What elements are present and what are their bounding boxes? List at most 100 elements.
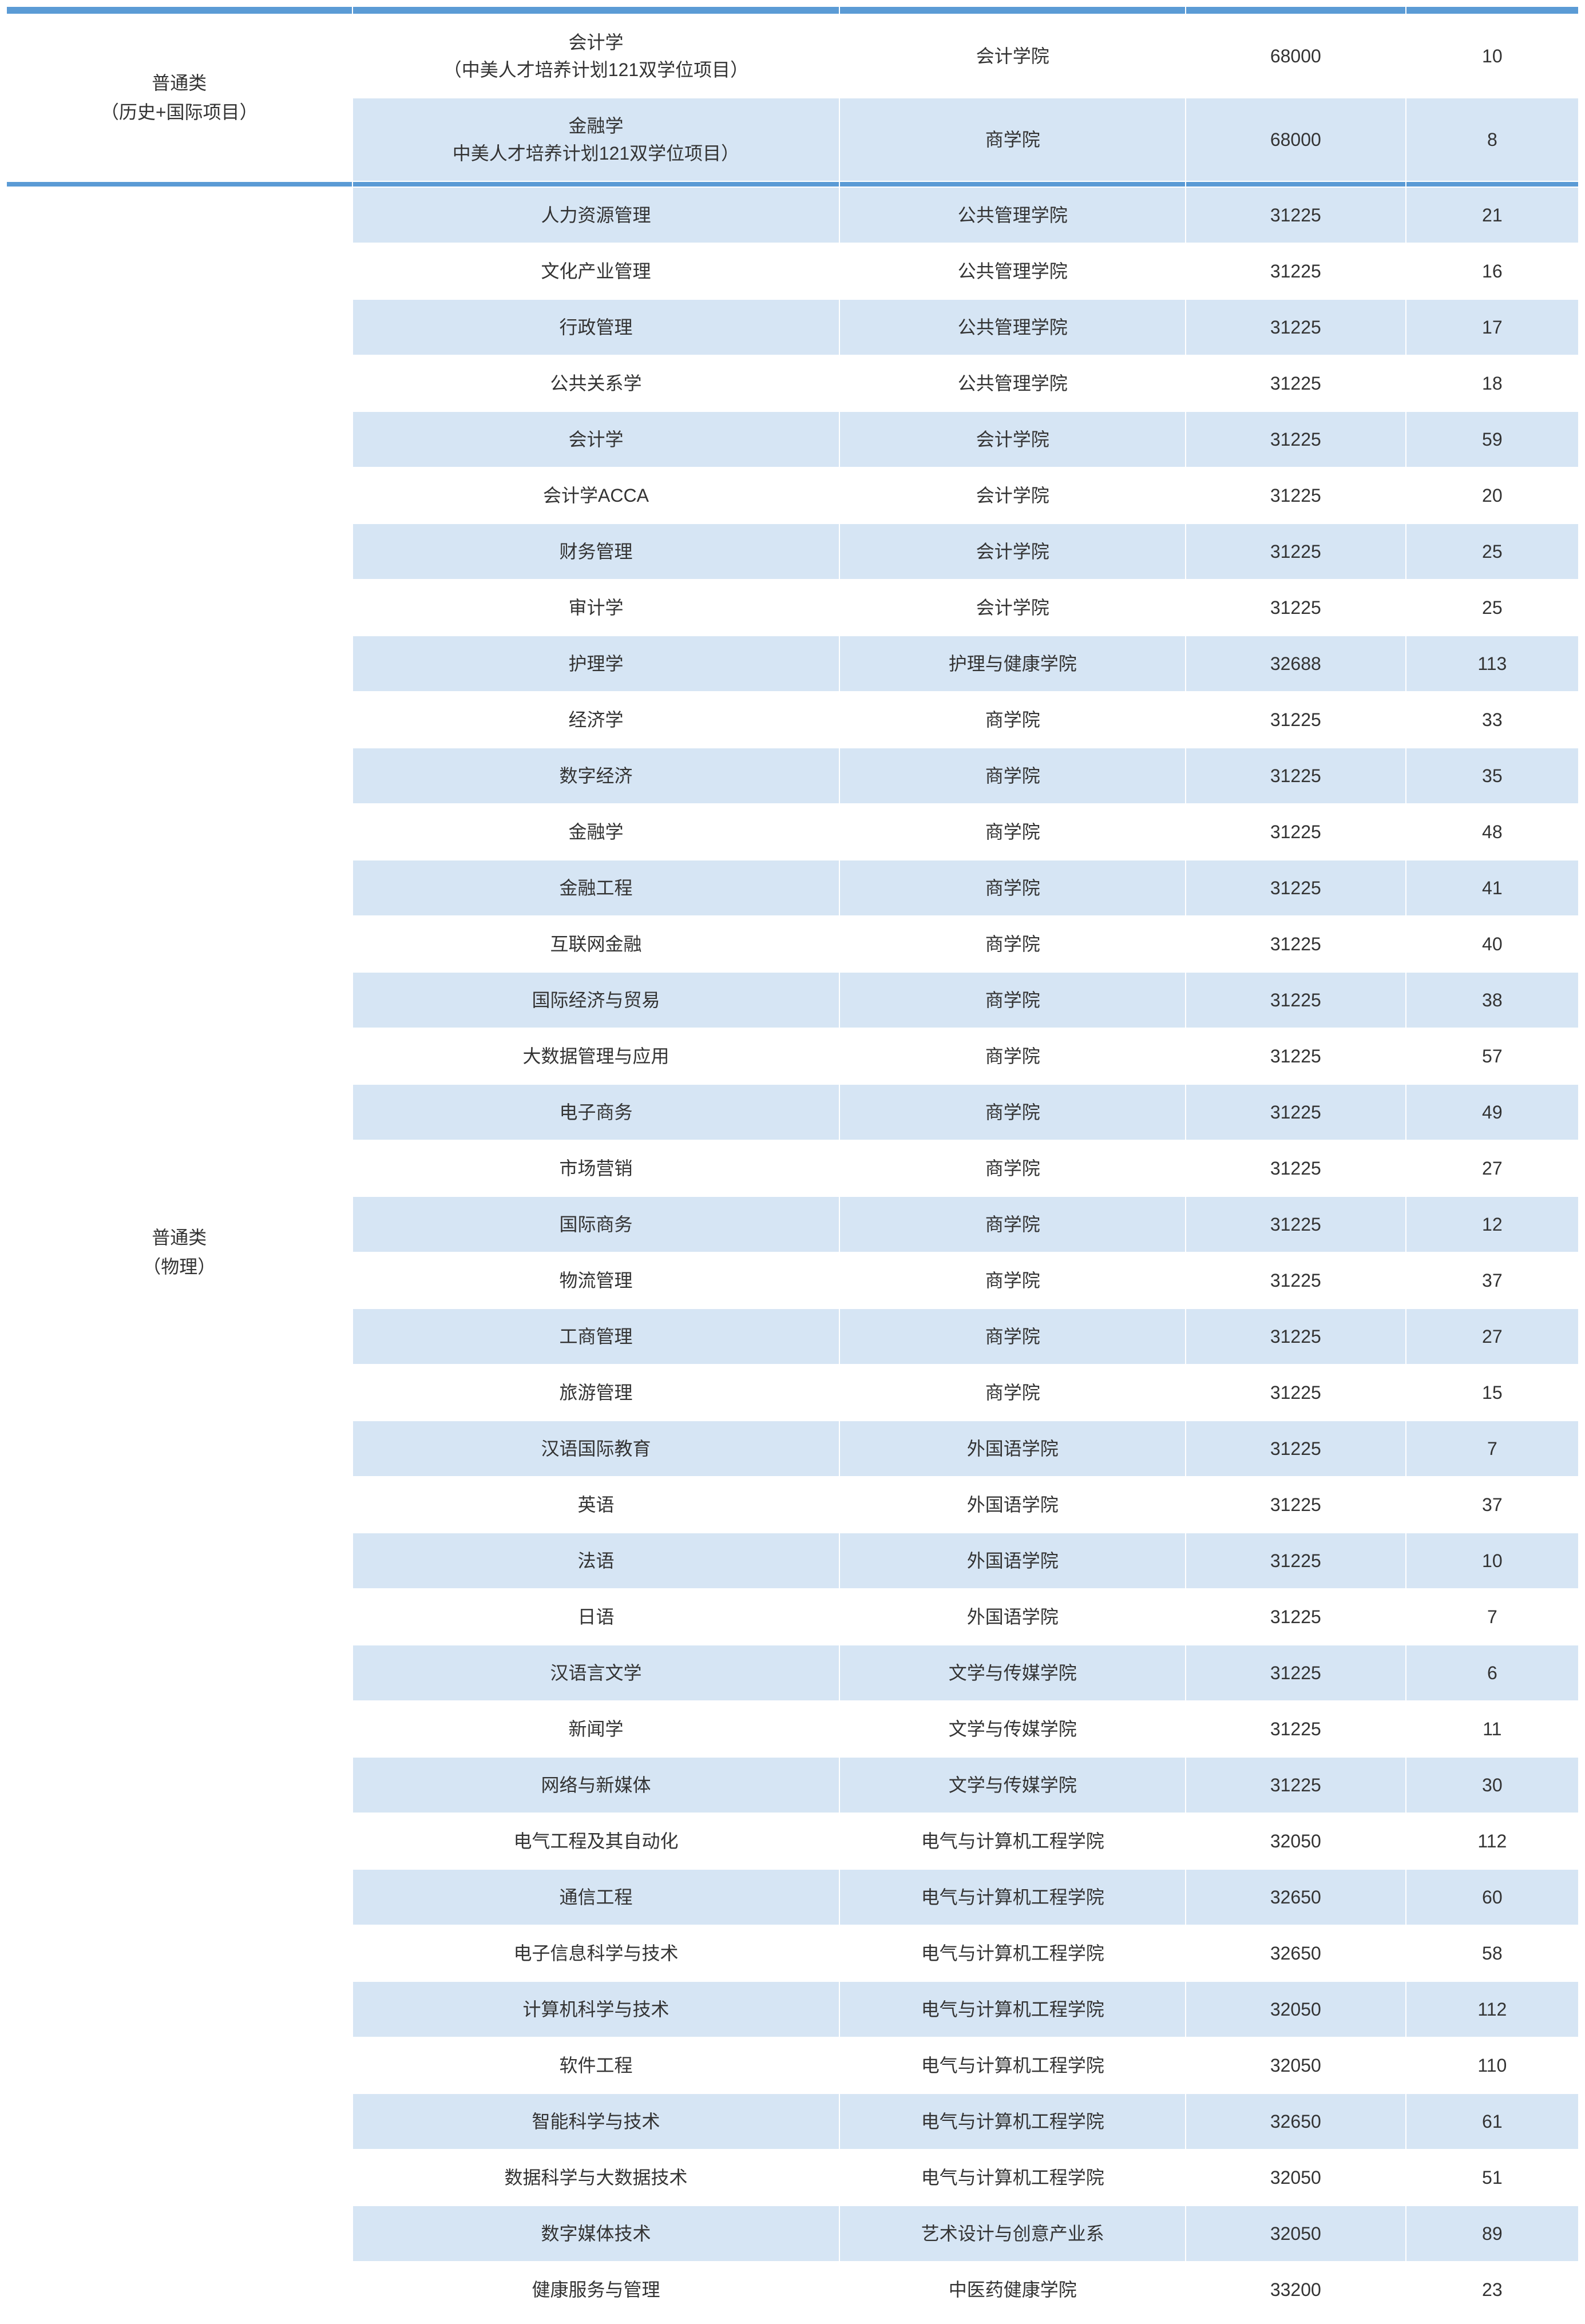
school-cell: 商学院	[839, 860, 1186, 916]
major-cell: 国际经济与贸易	[352, 972, 840, 1028]
sub-header-band-row	[6, 181, 1579, 187]
quota-cell: 17	[1406, 299, 1579, 355]
fee-cell: 31225	[1186, 748, 1406, 804]
major-cell: 电气工程及其自动化	[352, 1813, 840, 1869]
major-cell: 金融学	[352, 804, 840, 860]
major-cell: 法语	[352, 1533, 840, 1589]
fee-cell: 31225	[1186, 860, 1406, 916]
fee-cell: 31225	[1186, 916, 1406, 972]
fee-cell: 31225	[1186, 1028, 1406, 1084]
major-cell: 英语	[352, 1477, 840, 1533]
major-cell: 金融工程	[352, 860, 840, 916]
school-cell: 商学院	[839, 972, 1186, 1028]
major-cell: 日语	[352, 1589, 840, 1645]
major-cell: 物流管理	[352, 1252, 840, 1308]
fee-cell: 31225	[1186, 243, 1406, 299]
header-band-cell	[1406, 6, 1579, 14]
header-band-cell	[839, 6, 1186, 14]
fee-cell: 31225	[1186, 187, 1406, 243]
school-cell: 商学院	[839, 1196, 1186, 1252]
quota-cell: 113	[1406, 636, 1579, 692]
school-cell: 商学院	[839, 748, 1186, 804]
quota-cell: 41	[1406, 860, 1579, 916]
table-row: 普通类 （历史+国际项目） 会计学 （中美人才培养计划121双学位项目） 会计学…	[6, 14, 1579, 98]
fee-cell: 31225	[1186, 1701, 1406, 1757]
school-cell: 文学与传媒学院	[839, 1701, 1186, 1757]
major-cell: 文化产业管理	[352, 243, 840, 299]
major-line2: （中美人才培养计划121双学位项目）	[443, 60, 748, 80]
quota-cell: 7	[1406, 1589, 1579, 1645]
school-cell: 中医药健康学院	[839, 2262, 1186, 2318]
sub-header-band-cell	[6, 181, 352, 187]
quota-cell: 6	[1406, 1645, 1579, 1701]
fee-cell: 31225	[1186, 467, 1406, 524]
header-band-cell	[352, 6, 840, 14]
quota-cell: 48	[1406, 804, 1579, 860]
major-cell: 工商管理	[352, 1308, 840, 1365]
school-cell: 护理与健康学院	[839, 636, 1186, 692]
school-cell: 文学与传媒学院	[839, 1757, 1186, 1813]
quota-cell: 30	[1406, 1757, 1579, 1813]
school-cell: 商学院	[839, 916, 1186, 972]
enrollment-table: 普通类 （历史+国际项目） 会计学 （中美人才培养计划121双学位项目） 会计学…	[6, 6, 1579, 2318]
major-cell: 汉语国际教育	[352, 1421, 840, 1477]
major-cell: 数字经济	[352, 748, 840, 804]
sub-header-band-cell	[1186, 181, 1406, 187]
major-cell: 会计学	[352, 411, 840, 467]
major-cell: 大数据管理与应用	[352, 1028, 840, 1084]
quota-cell: 33	[1406, 692, 1579, 748]
major-cell: 会计学ACCA	[352, 467, 840, 524]
major-cell: 人力资源管理	[352, 187, 840, 243]
school-cell: 会计学院	[839, 14, 1186, 98]
quota-cell: 110	[1406, 2037, 1579, 2093]
major-line1: 会计学	[568, 32, 623, 53]
school-cell: 电气与计算机工程学院	[839, 1981, 1186, 2037]
sub-header-band-cell	[1406, 181, 1579, 187]
school-cell: 会计学院	[839, 411, 1186, 467]
fee-cell: 32050	[1186, 2149, 1406, 2206]
school-cell: 电气与计算机工程学院	[839, 1869, 1186, 1925]
category-line1: 普通类	[152, 1227, 207, 1248]
quota-cell: 18	[1406, 355, 1579, 411]
section2-body: 普通类（物理）人力资源管理公共管理学院3122521文化产业管理公共管理学院31…	[6, 187, 1579, 2318]
category-cell: 普通类 （历史+国际项目）	[6, 14, 352, 181]
school-cell: 公共管理学院	[839, 299, 1186, 355]
school-cell: 文学与传媒学院	[839, 1645, 1186, 1701]
school-cell: 电气与计算机工程学院	[839, 2149, 1186, 2206]
major-cell: 电子商务	[352, 1084, 840, 1140]
quota-cell: 25	[1406, 524, 1579, 580]
school-cell: 商学院	[839, 98, 1186, 181]
major-cell: 汉语言文学	[352, 1645, 840, 1701]
quota-cell: 11	[1406, 1701, 1579, 1757]
fee-cell: 31225	[1186, 1757, 1406, 1813]
major-cell: 审计学	[352, 580, 840, 636]
school-cell: 商学院	[839, 804, 1186, 860]
fee-cell: 31225	[1186, 804, 1406, 860]
fee-cell: 31225	[1186, 972, 1406, 1028]
fee-cell: 32050	[1186, 2206, 1406, 2262]
quota-cell: 37	[1406, 1477, 1579, 1533]
fee-cell: 31225	[1186, 1589, 1406, 1645]
school-cell: 会计学院	[839, 580, 1186, 636]
sub-header-band-cell	[839, 181, 1186, 187]
fee-cell: 31225	[1186, 1308, 1406, 1365]
major-cell: 智能科学与技术	[352, 2093, 840, 2149]
quota-cell: 27	[1406, 1140, 1579, 1196]
major-cell: 行政管理	[352, 299, 840, 355]
major-cell: 网络与新媒体	[352, 1757, 840, 1813]
table-row: 普通类（物理）人力资源管理公共管理学院3122521	[6, 187, 1579, 243]
major-cell: 数据科学与大数据技术	[352, 2149, 840, 2206]
quota-cell: 58	[1406, 1925, 1579, 1981]
school-cell: 商学院	[839, 1028, 1186, 1084]
quota-cell: 8	[1406, 98, 1579, 181]
fee-cell: 31225	[1186, 524, 1406, 580]
major-cell: 通信工程	[352, 1869, 840, 1925]
quota-cell: 35	[1406, 748, 1579, 804]
school-cell: 外国语学院	[839, 1533, 1186, 1589]
fee-cell: 32688	[1186, 636, 1406, 692]
fee-cell: 31225	[1186, 1084, 1406, 1140]
quota-cell: 57	[1406, 1028, 1579, 1084]
fee-cell: 31225	[1186, 1196, 1406, 1252]
quota-cell: 40	[1406, 916, 1579, 972]
quota-cell: 51	[1406, 2149, 1579, 2206]
